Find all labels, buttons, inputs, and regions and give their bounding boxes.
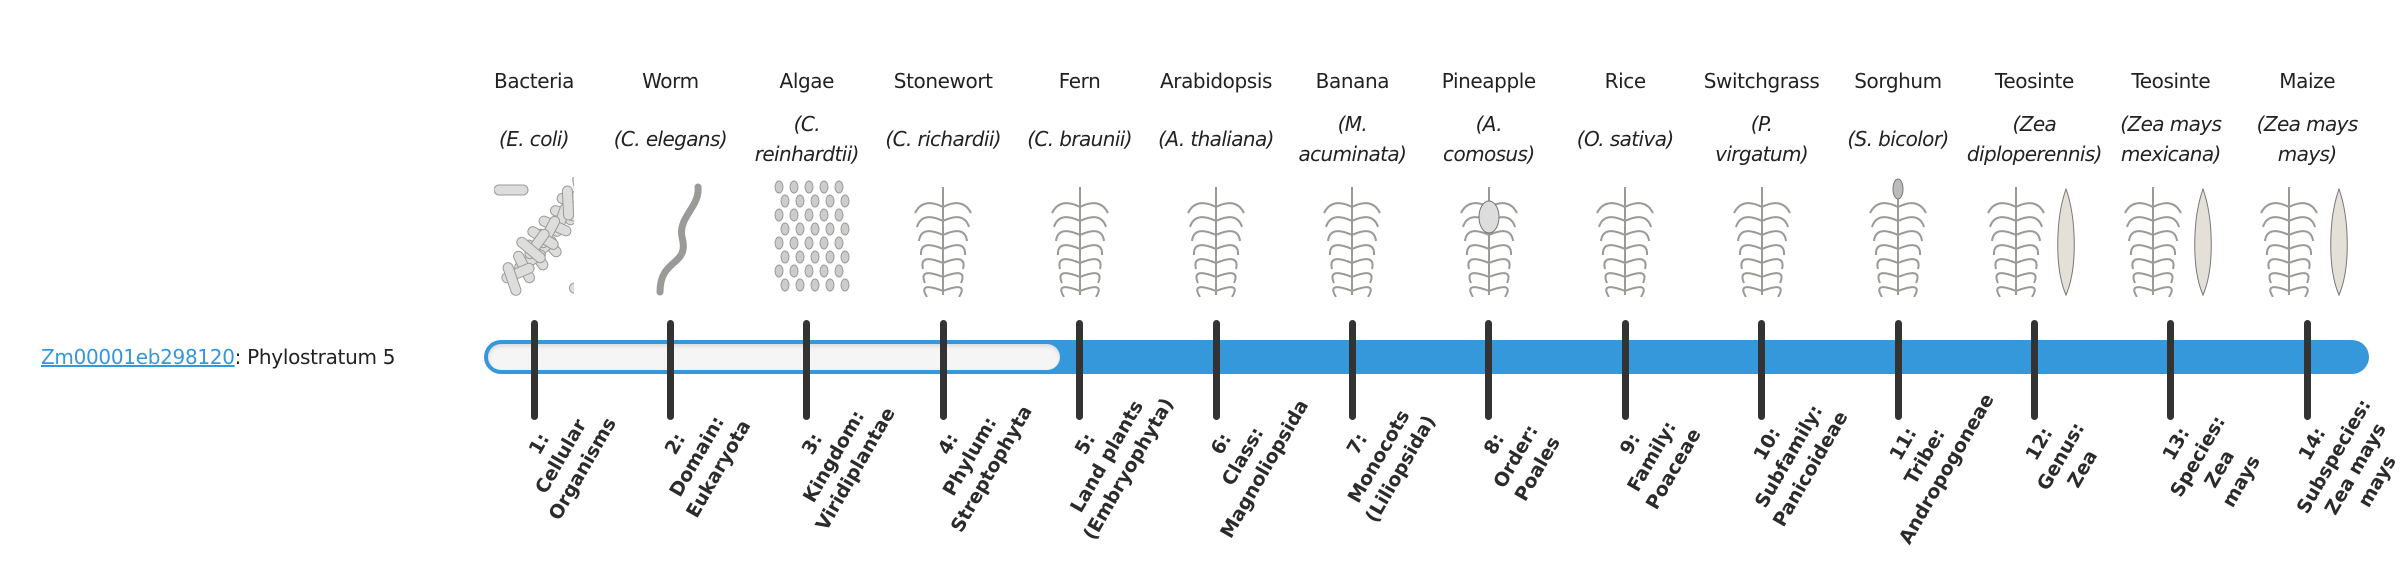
organism-name: Bacteria (494, 69, 574, 93)
species-line: mays) (2277, 142, 2337, 166)
stratum-label: 1: Cellular Organisms (487, 364, 637, 549)
organism-species: (C. reinhardtii) (737, 100, 877, 178)
stratum-tick (939, 320, 947, 420)
stratum-tick (2030, 320, 2038, 420)
gene-id-link[interactable]: Zm00001eb298120 (41, 345, 235, 369)
gene-label: Zm00001eb298120: Phylostratum 5 (41, 342, 395, 372)
organism-species: (E. coli) (464, 100, 604, 178)
organism-species: (C. braunii) (1010, 100, 1150, 178)
organism-name: Maize (2279, 69, 2336, 93)
organism-name: Teosinte (1994, 69, 2074, 93)
pineapple-image (1419, 177, 1559, 298)
stratum-label: 12: Genus: Zea (1987, 364, 2137, 549)
species-line: (C. elegans) (613, 127, 728, 151)
organism-name: Banana (1315, 69, 1390, 93)
organism-species: (O. sativa) (1555, 100, 1695, 178)
stratum-tick (803, 320, 811, 420)
species-line: mexicana) (2120, 142, 2221, 166)
organism-species: (C. richardii) (873, 100, 1013, 178)
organism-name: Arabidopsis (1159, 69, 1273, 93)
stratum-label: 4: Phylum: Streptophyta (896, 364, 1046, 549)
organism-species: (S. bicolor) (1828, 100, 1968, 178)
stratum-label: 3: Kingdom: Viridiplantae (759, 364, 909, 549)
organism-species: (A. comosus) (1419, 100, 1559, 178)
teosinte-mexicana-image (2101, 177, 2241, 298)
organism-name: Stonewort (893, 69, 993, 93)
stratum-label: 13: Species: Zea mays (2123, 364, 2295, 561)
species-line: (M. (1337, 112, 1368, 136)
stratum-tick (530, 320, 538, 420)
stratum-tick (666, 320, 674, 420)
species-line: (C. (793, 112, 821, 136)
species-line: virgatum) (1715, 142, 1809, 166)
banana-image (1282, 177, 1422, 298)
species-line: (A. (1475, 112, 1503, 136)
stratum-label: 9: Family: Poaceae (1578, 364, 1728, 549)
species-line: (Zea mays (2256, 112, 2359, 136)
stratum-label: 5: Land plants (Embryophyta) (1032, 364, 1182, 549)
stratum-tick (1621, 320, 1629, 420)
organism-name: Fern (1058, 69, 1101, 93)
species-line: (C. braunii) (1027, 127, 1132, 151)
stratum-tick (1348, 320, 1356, 420)
organism-species: (M. acuminata) (1282, 100, 1422, 178)
stratum-tick (1076, 320, 1084, 420)
stratum-tick (2303, 320, 2311, 420)
stratum-tick (2167, 320, 2175, 420)
species-line: (Zea (2012, 112, 2057, 136)
stratum-label: 6: Class: Magnoliopsida (1169, 364, 1319, 549)
species-line: reinhardtii) (754, 142, 860, 166)
stratum-label: 8: Order: Poales (1441, 364, 1591, 549)
organism-name: Pineapple (1441, 69, 1536, 93)
phylostratum-text: : Phylostratum 5 (234, 345, 396, 369)
phylostratum-bar (484, 340, 2369, 374)
stratum-label: 11: Tribe: Andropogoneae (1851, 364, 2001, 549)
stonewort-image (873, 177, 1013, 298)
organism-species: (Zea mays mexicana) (2101, 100, 2241, 178)
organism-species: (C. elegans) (600, 100, 740, 178)
organism-name: Sorghum (1854, 69, 1942, 93)
switchgrass-image (1692, 177, 1832, 298)
sorghum-image (1828, 177, 1968, 298)
rice-image (1555, 177, 1695, 298)
organism-species: (P. virgatum) (1692, 100, 1832, 178)
organism-species: (Zea diploperennis) (1964, 100, 2104, 178)
bacteria-image (464, 177, 604, 297)
organism-species: (Zea mays mays) (2237, 100, 2377, 178)
species-line: (Zea mays (2120, 112, 2222, 136)
species-line: (A. thaliana) (1158, 127, 1274, 151)
organism-name: Teosinte (2131, 69, 2211, 93)
organism-name: Algae (779, 69, 835, 93)
stratum-label: 7: Monocots (Liliopsida) (1305, 364, 1455, 549)
algae-image (737, 177, 877, 297)
species-line: (C. richardii) (885, 127, 1001, 151)
organism-name: Switchgrass (1703, 69, 1820, 93)
organism-name: Worm (642, 69, 699, 93)
maize-image (2237, 177, 2377, 298)
stratum-tick (1212, 320, 1220, 420)
teosinte-image (1964, 177, 2104, 298)
species-line: (P. (1750, 112, 1773, 136)
stratum-label: 14: Subspecies: Zea mays mays (2260, 364, 2400, 561)
stratum-tick (1894, 320, 1902, 420)
stratum-tick (1758, 320, 1766, 420)
organism-species: (A. thaliana) (1146, 100, 1286, 178)
species-line: (E. coli) (499, 127, 570, 151)
organism-name: Rice (1604, 69, 1647, 93)
fern-image (1010, 177, 1150, 298)
species-line: diploperennis) (1966, 142, 2103, 166)
species-line: (O. sativa) (1576, 127, 1674, 151)
stratum-label: 2: Domain: Eukaryota (623, 364, 773, 549)
species-line: (S. bicolor) (1847, 127, 1949, 151)
stratum-label: 10: Subfamily: Panicoideae (1714, 364, 1864, 549)
arabidopsis-image (1146, 177, 1286, 298)
phylostratum-bar-empty (488, 344, 1060, 370)
species-line: comosus) (1443, 142, 1535, 166)
species-line: acuminata) (1298, 142, 1407, 166)
worm-image (600, 177, 740, 297)
stratum-tick (1485, 320, 1493, 420)
